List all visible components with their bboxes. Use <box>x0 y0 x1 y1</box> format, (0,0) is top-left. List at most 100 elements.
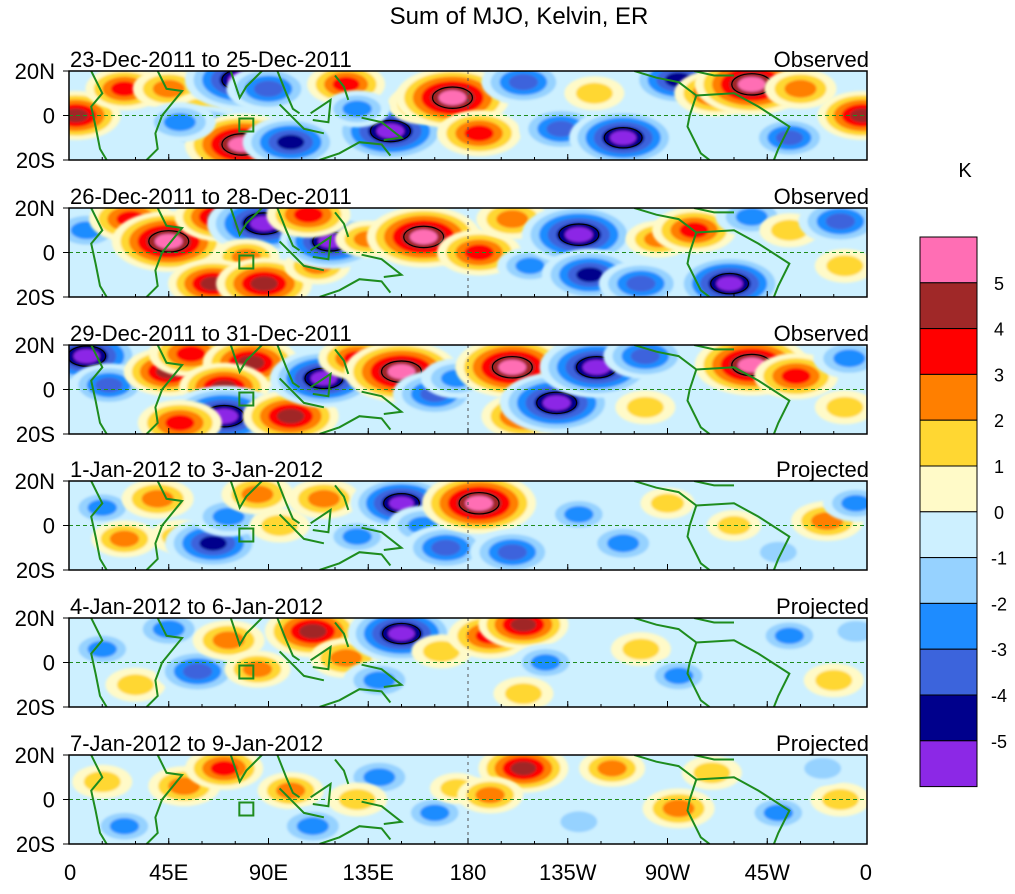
anomaly-contour <box>626 396 664 418</box>
coastline <box>90 755 108 844</box>
anomaly-contour <box>363 768 396 787</box>
panel-period-label: 1-Jan-2012 to 3-Jan-2012 <box>70 457 323 482</box>
anomaly-blob <box>343 660 416 701</box>
contour-outline <box>403 225 445 249</box>
coastline <box>278 787 325 819</box>
y-tick-label: 20S <box>16 148 55 173</box>
anomaly-contour <box>154 233 183 249</box>
panel-6: 7-Jan-2012 to 9-Jan-2012 Projected 20N 0 20S <box>15 731 869 857</box>
coastline <box>693 345 734 351</box>
contour-outline <box>710 272 750 295</box>
coastline <box>634 618 711 707</box>
contour-outline <box>603 126 643 149</box>
anomaly-contour <box>622 638 660 660</box>
y-tick-label: 0 <box>43 241 55 266</box>
anomaly-blob <box>750 116 829 160</box>
legend-swatch <box>919 282 978 330</box>
anomaly-blob <box>748 535 809 570</box>
coastline <box>276 208 301 252</box>
anomaly-contour <box>475 786 505 804</box>
anomaly-contour <box>296 817 329 836</box>
coastline <box>90 481 108 570</box>
region-box <box>238 391 255 407</box>
anomaly-contour <box>575 82 613 104</box>
anomaly-contour <box>815 669 853 691</box>
contour-outline <box>69 345 107 367</box>
contour-outline <box>382 622 422 645</box>
anomaly-contour <box>781 368 811 385</box>
anomaly-blob <box>69 630 136 668</box>
anomaly-blob <box>564 76 625 111</box>
coastline <box>693 755 734 761</box>
anomaly-blob <box>645 657 712 695</box>
anomaly-blob <box>756 618 823 655</box>
coastline <box>229 618 264 648</box>
anomaly-blob <box>422 481 537 534</box>
coastline <box>634 345 711 434</box>
coastline <box>229 71 264 101</box>
anomaly-contour <box>83 771 121 793</box>
chart-title: Sum of MJO, Kelvin, ER <box>390 3 649 30</box>
coastline <box>634 71 711 160</box>
coastline <box>278 240 325 272</box>
anomaly-blob <box>470 529 555 570</box>
anomaly-contour <box>465 495 493 511</box>
anomaly-contour <box>409 229 438 245</box>
y-tick-label: 0 <box>43 788 55 813</box>
anomaly-contour <box>276 408 305 424</box>
coastline <box>334 758 350 785</box>
anomaly-blob <box>610 632 671 667</box>
anomaly-blob <box>548 804 609 839</box>
coastline <box>693 481 734 487</box>
anomaly-contour <box>299 623 327 639</box>
legend-label: -3 <box>991 640 1007 660</box>
anomaly-contour <box>293 208 324 223</box>
region-box <box>238 527 255 543</box>
region-box <box>238 801 255 817</box>
panel-field <box>69 481 867 570</box>
y-tick-label: 20S <box>16 285 55 310</box>
anomaly-contour <box>849 108 867 123</box>
anomaly-contour <box>199 535 227 551</box>
contour-outline <box>458 491 500 515</box>
coastline <box>693 618 734 624</box>
anomaly-contour <box>241 485 274 504</box>
anomaly-contour <box>464 244 494 261</box>
coastline <box>319 688 392 707</box>
legend-swatch <box>919 557 978 604</box>
anomaly-contour <box>610 130 637 145</box>
coastline <box>90 71 108 160</box>
y-tick-label: 20N <box>15 333 55 358</box>
anomaly-blob <box>681 755 742 790</box>
coastline <box>334 484 350 511</box>
y-tick-label: 20N <box>15 196 55 221</box>
y-tick-label: 20N <box>15 743 55 768</box>
coastline <box>276 755 301 799</box>
y-tick-label: 20S <box>16 832 55 857</box>
coastline <box>310 507 332 534</box>
anomaly-contour <box>165 414 195 431</box>
panel-5: 4-Jan-2012 to 6-Jan-2012 Projected 20N 0 20S <box>15 594 869 720</box>
y-tick-label: 20N <box>15 59 55 84</box>
contour-outline <box>369 119 411 143</box>
anomaly-blob <box>72 764 133 799</box>
coastline <box>361 663 405 688</box>
coastline <box>310 97 332 124</box>
legend-swatch <box>919 740 978 788</box>
anomaly-blob <box>91 520 158 558</box>
coastline <box>361 526 405 551</box>
legend-swatch <box>919 648 978 696</box>
coastline <box>693 208 734 214</box>
anomaly-blob <box>675 254 784 297</box>
anomaly-contour <box>73 349 100 364</box>
legend-label: -2 <box>991 594 1007 614</box>
anomaly-contour <box>387 364 416 380</box>
panel-period-label: 29-Dec-2011 to 31-Dec-2011 <box>70 321 352 346</box>
coastline <box>696 639 791 707</box>
anomaly-contour <box>504 683 542 705</box>
anomaly-contour <box>508 74 539 91</box>
legend-label: -4 <box>991 686 1007 706</box>
coastline <box>693 71 734 77</box>
contour-outline <box>491 355 533 379</box>
legend-label: 1 <box>994 457 1004 477</box>
